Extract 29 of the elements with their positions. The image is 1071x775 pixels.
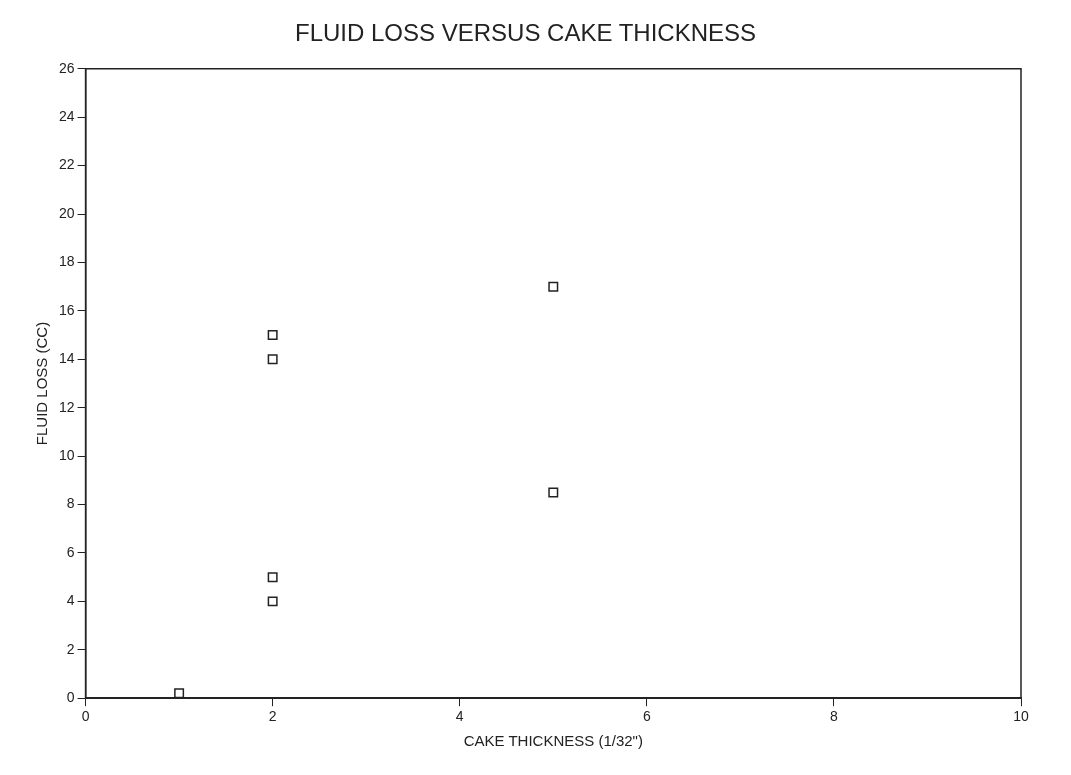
x-tick-label: 2 [268,708,277,725]
point [267,596,278,607]
point [548,281,559,292]
y-tick-label: 18 [58,253,75,270]
y-tick-label: 6 [66,543,75,560]
point [267,354,278,365]
y-tick-label: 0 [66,689,75,706]
x-tick-label: 6 [642,708,651,725]
y-tick-label: 10 [58,446,75,463]
y-tick-label: 2 [66,640,75,657]
point [548,487,559,498]
y-tick-label: 8 [66,495,75,512]
point [267,572,278,583]
y-tick-label: 26 [58,59,75,76]
y-axis-title: FLUID LOSS (CC) [33,321,51,446]
y-tick-label: 20 [58,204,75,221]
x-tick-label: 10 [1013,708,1029,725]
x-tick-label: 8 [830,708,839,725]
y-tick-label: 24 [58,108,75,125]
point [267,330,278,341]
y-tick-label: 14 [58,350,75,367]
x-tick-label: 4 [455,708,464,725]
y-tick-label: 4 [66,592,75,609]
y-tick-label: 16 [58,301,75,318]
y-tick-label: 22 [58,156,75,173]
x-axis-title: CAKE THICKNESS (1/32") [463,732,643,750]
chart-title: FLUID LOSS VERSUS CAKE THICKNESS [294,19,757,47]
x-tick-label: 0 [81,708,90,725]
y-tick-label: 12 [58,398,75,415]
